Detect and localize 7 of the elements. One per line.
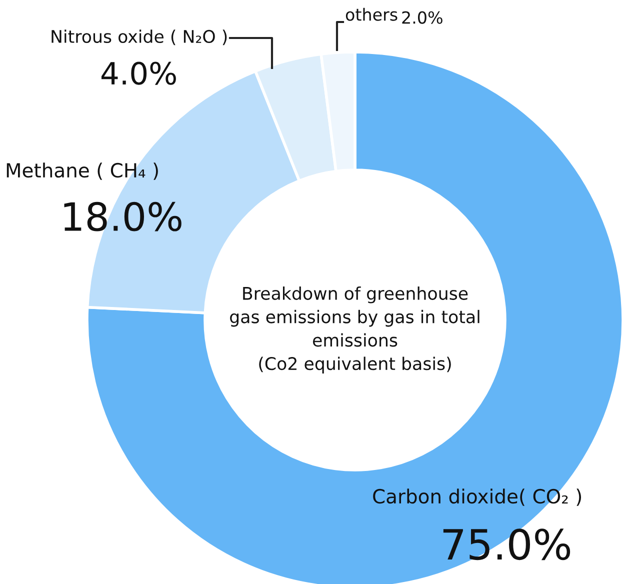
data-label: 18.0% (64, 202, 182, 232)
text: Breakdown of greenhouse gas emissions by gas in total emissions (Co2 equivalent basis) (230, 286, 480, 374)
slice-label: others (346, 8, 398, 21)
data-label: 2.0% (402, 11, 442, 24)
slice-label: Nitrous oxide ( N₂O ) (52, 30, 227, 46)
slice-label: Methane ( CH₄ ) (6, 162, 158, 180)
data-label: 4.0% (101, 62, 176, 85)
